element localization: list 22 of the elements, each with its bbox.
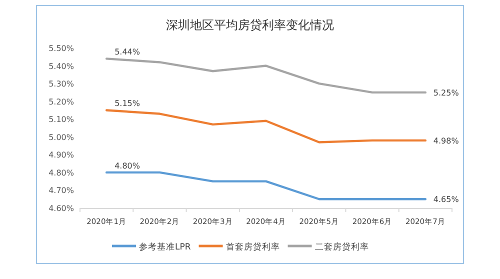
y-tick-label: 4.80%	[48, 168, 74, 178]
y-tick-label: 4.90%	[48, 150, 74, 160]
line-series	[105, 58, 427, 94]
y-tick-label: 5.50%	[48, 44, 74, 53]
y-tick-label: 5.40%	[48, 62, 74, 71]
line-series	[105, 109, 427, 144]
data-label: 5.44%	[114, 48, 140, 57]
legend-label: 二套房贷利率	[314, 242, 369, 252]
data-label: 5.25%	[433, 88, 460, 98]
y-tick-label: 5.30%	[48, 80, 74, 89]
y-tick-label: 5.10%	[48, 115, 74, 124]
chart-title: 深圳地区平均房贷利率变化情况	[166, 18, 334, 32]
legend-label: 参考基准LPR	[139, 242, 191, 252]
data-label: 4.65%	[433, 195, 460, 204]
y-tick-label: 4.60%	[48, 204, 74, 213]
data-label: 4.80%	[114, 161, 140, 170]
data-label: 4.98%	[433, 136, 460, 146]
y-tick-label: 4.70%	[48, 186, 74, 196]
y-tick-label: 5.00%	[48, 132, 74, 142]
data-label: 5.15%	[114, 99, 140, 108]
y-tick-label: 5.20%	[48, 97, 74, 106]
legend-label: 首套房贷利率	[226, 242, 280, 252]
